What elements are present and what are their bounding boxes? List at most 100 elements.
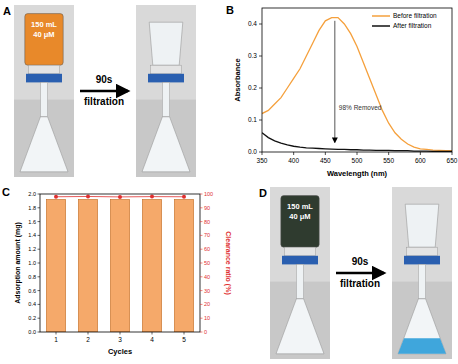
- y-tick: [38, 207, 41, 208]
- action-text: filtration: [84, 96, 124, 107]
- flask: [398, 299, 446, 354]
- apparatus: [270, 187, 330, 359]
- y2-tick-label: 100: [204, 191, 213, 197]
- filter-funnel: [25, 14, 63, 66]
- y-tick-label: 0.0: [248, 148, 257, 155]
- legend-label: After filtration: [393, 22, 432, 29]
- y2-tick-label: 50: [204, 260, 210, 266]
- x-tick: [388, 152, 389, 155]
- bar: [174, 200, 193, 332]
- x-tick: [420, 152, 421, 155]
- series-line: [262, 18, 452, 151]
- y2-tick-label: 10: [204, 315, 210, 321]
- y2-tick: [200, 318, 203, 319]
- filter-funnel: [281, 196, 319, 248]
- y2-tick-label: 20: [204, 301, 210, 307]
- concentration-text: 40 μM: [33, 30, 54, 39]
- photo-background: [14, 5, 74, 177]
- y-tick-label: 1.2: [28, 246, 36, 252]
- point: [150, 195, 154, 199]
- y-tick-label: 0.1: [248, 116, 257, 123]
- y-tick: [259, 56, 262, 57]
- flask-neck: [40, 82, 47, 116]
- y-tick: [38, 304, 41, 305]
- photo-background: [392, 187, 452, 359]
- time-text: 90s: [96, 74, 113, 85]
- y-tick-label: 0.8: [28, 274, 36, 280]
- clamp: [282, 256, 318, 265]
- y-tick-label: 0.6: [28, 288, 36, 294]
- y2-tick-label: 30: [204, 288, 210, 294]
- y2-tick: [200, 249, 203, 250]
- y-tick-label: 0.0: [28, 329, 36, 335]
- y-axis-title: Adsorption amount (mg): [14, 222, 22, 304]
- chart-b: B3504004505005506006500.00.10.20.30.4Wav…: [226, 4, 458, 178]
- volume-text: 150 mL: [31, 20, 57, 29]
- frit: [406, 247, 437, 256]
- y2-tick: [200, 194, 203, 195]
- bar: [46, 200, 65, 332]
- y-tick-label: 0.3: [248, 52, 257, 59]
- x-axis-title: Wavelength (nm): [327, 169, 388, 178]
- plot-frame: [40, 194, 200, 332]
- y2-tick: [200, 276, 203, 277]
- flask: [276, 299, 324, 354]
- y-tick: [259, 120, 262, 121]
- y-tick: [38, 290, 41, 291]
- y2-tick-label: 80: [204, 219, 210, 225]
- y-tick: [259, 24, 262, 25]
- y-tick: [38, 332, 41, 333]
- clamp: [404, 256, 440, 265]
- x-tick-label: 450: [320, 157, 331, 164]
- action-text: filtration: [340, 278, 380, 289]
- flask: [20, 117, 68, 172]
- process-arrow: [336, 272, 384, 275]
- panel-label: B: [226, 4, 234, 16]
- flask: [142, 117, 190, 172]
- x-tick-label: 5: [182, 336, 186, 343]
- x-tick: [262, 152, 263, 155]
- panel-label: D: [259, 187, 267, 199]
- y2-tick: [200, 235, 203, 236]
- x-tick-label: 650: [447, 157, 458, 164]
- y-tick: [38, 221, 41, 222]
- point: [54, 195, 58, 199]
- figure: A150 mL40 μM90sfiltrationD150 mL40 μM90s…: [0, 0, 458, 364]
- x-tick: [325, 152, 326, 155]
- point: [86, 194, 90, 198]
- y-tick: [38, 263, 41, 264]
- series-line: [262, 133, 452, 152]
- y2-tick: [200, 263, 203, 264]
- y-tick: [259, 88, 262, 89]
- time-text: 90s: [352, 256, 369, 267]
- annotation: 98% Removed: [339, 104, 382, 111]
- y-tick-label: 0.2: [248, 84, 257, 91]
- frit: [150, 65, 181, 74]
- frit: [284, 247, 315, 256]
- photo-background: [270, 187, 330, 359]
- x-tick-label: 4: [150, 336, 154, 343]
- filtrate: [398, 338, 446, 353]
- x-tick: [184, 332, 185, 335]
- y-tick-label: 1.0: [28, 260, 36, 266]
- y2-tick-label: 0: [204, 329, 207, 335]
- y-tick: [38, 249, 41, 250]
- apparatus: [392, 187, 452, 359]
- x-tick: [120, 332, 121, 335]
- filter-funnel: [149, 22, 183, 65]
- flask-neck: [418, 264, 425, 298]
- x-tick-label: 600: [415, 157, 426, 164]
- x-tick: [88, 332, 89, 335]
- y-tick-label: 1.8: [28, 205, 36, 211]
- y2-tick: [200, 332, 203, 333]
- y-tick-label: 1.4: [28, 232, 36, 238]
- frit: [28, 65, 59, 74]
- plot-marks: [46, 194, 193, 332]
- x-tick: [56, 332, 57, 335]
- x-tick-label: 350: [257, 157, 268, 164]
- y2-axis-title: Clearance ratio (%): [224, 231, 232, 294]
- clamp: [26, 74, 62, 83]
- bar: [78, 200, 97, 332]
- panel-label: A: [3, 5, 11, 17]
- plot-frame: [262, 8, 452, 152]
